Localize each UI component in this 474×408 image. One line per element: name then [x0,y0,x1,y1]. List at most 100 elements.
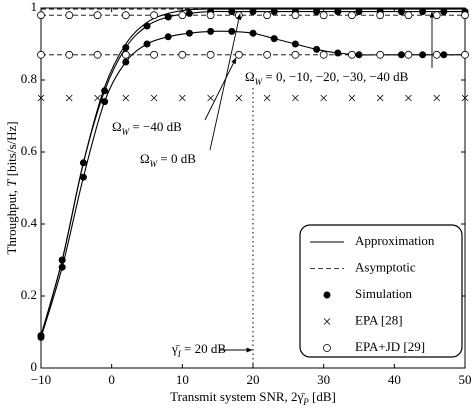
data-point [461,11,469,20]
data-point [404,50,413,59]
data-point [319,50,328,59]
text-segment: T [4,179,19,187]
data-point [355,51,363,59]
data-point [334,8,342,16]
annotation: ΩW = 0, −10, −20, −30, −40 dB [245,69,409,87]
legend-label: Approximation [355,233,435,248]
legend-label: EPA+JD [29] [355,339,425,354]
data-point [270,35,278,43]
text-segment: = 0 dB [157,151,196,166]
data-point [419,51,427,59]
data-point [397,8,405,16]
data-point [228,27,236,35]
data-point [440,51,448,59]
data-point [58,263,66,271]
data-point [122,58,130,66]
data-point [93,50,102,59]
y-tick-label: 0.6 [21,143,38,158]
data-point [355,8,363,16]
text-segment: = 0, −10, −20, −30, −40 dB [262,69,408,84]
data-point [461,50,469,59]
data-point [101,87,109,95]
legend-swatch [323,318,331,325]
data-point [291,50,300,59]
data-point [320,94,327,102]
data-point [207,27,215,35]
x-tick-label: 50 [459,372,472,387]
data-point [440,8,448,16]
data-point [376,11,385,20]
text-segment: Ω [245,69,255,84]
data-point [405,94,412,102]
legend-label: Asymptotic [355,259,416,274]
data-point [270,8,278,16]
legend-label: Simulation [355,286,413,301]
data-point [164,33,172,41]
data-point [37,94,45,102]
annotation-arrow [209,13,242,151]
data-point [319,11,328,20]
data-point [185,9,193,17]
text-segment: [dB] [309,389,336,404]
data-point [263,11,272,20]
data-point [122,44,130,52]
data-point [461,94,469,102]
data-point [207,94,214,102]
data-point [348,94,356,102]
data-point [185,29,193,37]
y-tick-label: 0.2 [21,287,37,302]
text-segment: Transmit system SNR, 2γ̄ [170,389,305,404]
data-point [37,11,45,20]
data-point [397,51,405,59]
annotation-arrow [204,57,237,121]
data-point [433,94,441,102]
text-segment: I [177,349,182,359]
text-segment: Ω [140,151,150,166]
y-axis-label: Throughput, T [bits/s/Hz] [4,121,19,254]
x-tick-label: −10 [31,372,51,387]
data-point [178,11,187,20]
legend-box [299,224,463,358]
data-point [65,50,74,59]
data-point [291,11,300,20]
data-point [263,94,271,102]
y-tick-label: 0.8 [21,71,37,86]
data-point [37,50,45,59]
legend-swatch [323,344,331,352]
text-segment: = 20 dB [181,341,227,356]
data-point [150,50,158,59]
data-point [235,94,243,102]
data-point [432,11,441,20]
data-point [93,11,102,20]
data-point [79,159,87,167]
data-point [313,8,321,16]
legend-swatch [323,291,331,299]
data-point [121,11,130,20]
text-segment: γ̄ [171,341,180,356]
data-point [348,11,356,20]
data-point [263,50,272,59]
data-point [37,332,45,340]
y-tick-label: 0 [31,359,38,374]
data-point [419,8,427,16]
x-tick-label: 40 [388,372,401,387]
annotation: γ̄I = 20 dB [171,341,226,359]
y-tick-label: 1 [31,0,38,14]
data-point [206,11,215,20]
data-point [432,50,441,59]
data-point [101,98,109,106]
data-point [143,22,151,30]
annotation: ΩW = 0 dB [140,151,196,169]
data-point [234,50,243,59]
data-point [79,173,87,181]
data-point [206,50,215,59]
x-tick-label: 10 [176,372,189,387]
data-point [164,13,172,21]
x-tick-label: 30 [317,372,330,387]
data-point [121,50,130,59]
data-point [313,45,321,53]
data-point [376,50,385,59]
data-point [58,256,66,264]
data-point [334,49,342,57]
